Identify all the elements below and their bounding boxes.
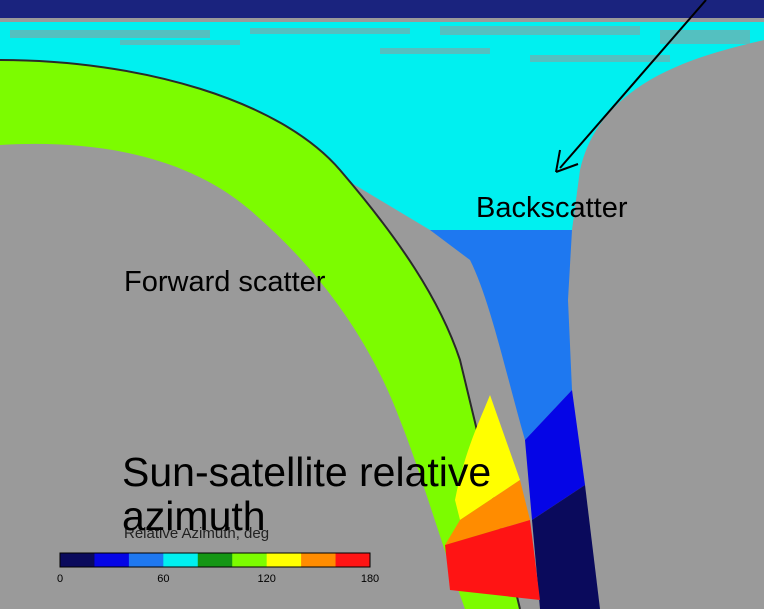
band-edge-line <box>0 59 521 609</box>
sun-satellite-label: Sun-satellite relative azimuth <box>122 450 562 538</box>
forward-scatter-label: Forward scatter <box>124 266 326 298</box>
colorbar-title: Relative Azimuth, deg <box>124 525 270 542</box>
backscatter-label: Backscatter <box>476 192 628 224</box>
colorbar-tick-label: 180 <box>360 573 380 585</box>
colorbar-frame <box>59 552 371 568</box>
segment-20-40 <box>525 390 585 520</box>
segment-120-140 <box>455 395 520 520</box>
colorbar-bin-6 <box>266 553 302 567</box>
backscatter-arrowhead <box>555 149 579 173</box>
segment-160-180 <box>445 520 540 600</box>
colorbar-bin-2 <box>128 553 164 567</box>
colorbar-bin-7 <box>301 553 337 567</box>
colorbar-tick-label: 0 <box>56 573 64 585</box>
backscatter-arrow <box>559 0 707 169</box>
colorbar-bin-0 <box>60 553 95 567</box>
colorbar-bin-3 <box>163 553 199 567</box>
colorbar-bin-4 <box>197 553 233 567</box>
segment-140-160 <box>445 480 530 545</box>
sun-satellite-text: Sun-satellite relative azimuth <box>122 449 492 539</box>
colorbar-tick-label: 120 <box>257 573 276 585</box>
colorbar <box>60 553 371 567</box>
backscatter-region <box>0 22 764 230</box>
segment-40-60 <box>430 230 572 440</box>
top-title-band <box>0 0 764 18</box>
colorbar-bin-8 <box>335 553 371 567</box>
colorbar-bin-5 <box>232 553 268 567</box>
colorbar-tick-label: 60 <box>157 573 170 585</box>
colorbar-bin-1 <box>94 553 130 567</box>
segment-0-20 <box>532 485 600 609</box>
